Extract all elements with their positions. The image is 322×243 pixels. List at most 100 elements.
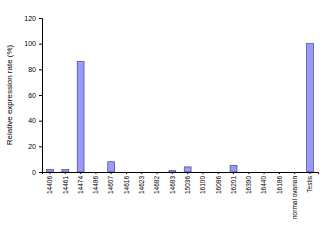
bar	[77, 62, 84, 172]
x-tick-mark	[202, 172, 203, 174]
x-tick-label: 14461	[62, 176, 69, 194]
x-tick-label: 14616	[123, 176, 130, 194]
x-tick-mark	[309, 172, 310, 174]
y-tick: 100	[24, 40, 42, 47]
bar	[230, 166, 237, 172]
y-tick: 0	[32, 169, 42, 176]
x-tick-label: normal ovarian	[291, 176, 298, 219]
bar	[276, 172, 283, 173]
x-tick-mark	[95, 172, 96, 174]
y-tick: 120	[24, 15, 42, 22]
y-axis: 0 20 40 60 80 100 120	[24, 15, 42, 176]
bar	[154, 172, 161, 173]
y-tick-label: 40	[28, 117, 36, 124]
x-tick: 14486	[92, 172, 99, 194]
bar	[215, 172, 222, 173]
y-axis-title: Relative expression rate (%)	[5, 44, 14, 145]
x-tick: 14682	[153, 172, 160, 194]
x-tick: 16100	[199, 172, 206, 194]
x-tick-label: 16086	[215, 176, 222, 194]
x-tick-mark	[111, 172, 112, 174]
x-tick: 14616	[123, 172, 130, 194]
x-tick-mark	[279, 172, 280, 174]
x-tick-label: Testis	[306, 175, 313, 192]
x-tick-mark	[218, 172, 219, 174]
y-tick-label: 100	[24, 40, 36, 47]
y-tick-label: 0	[32, 169, 36, 176]
x-tick-label: 14607	[107, 176, 114, 194]
x-tick-mark	[80, 172, 81, 174]
x-tick: 14683	[169, 172, 176, 194]
x-tick: 14623	[138, 172, 145, 194]
x-tick-mark	[172, 172, 173, 174]
y-tick-mark	[39, 172, 42, 173]
y-tick-mark	[39, 121, 42, 122]
x-tick-mark	[248, 172, 249, 174]
bar	[108, 162, 115, 172]
y-tick: 40	[28, 117, 42, 124]
chart: 0 20 40 60 80 100 120 14406 14461 14474 14486 14607…	[0, 0, 322, 243]
x-tick-label: 14623	[138, 176, 145, 194]
bar	[184, 167, 191, 172]
x-tick-label: 16186	[276, 176, 283, 194]
x-tick-mark	[264, 172, 265, 174]
y-tick-mark	[39, 69, 42, 70]
x-tick-mark	[65, 172, 66, 174]
x-tick-label: 14683	[169, 176, 176, 194]
y-tick-mark	[39, 18, 42, 19]
y-tick-mark	[39, 95, 42, 96]
y-tick: 80	[28, 66, 42, 73]
bar	[307, 44, 314, 172]
x-tick-label: 14486	[92, 176, 99, 194]
x-tick-mark	[141, 172, 142, 174]
y-tick-mark	[39, 146, 42, 147]
x-tick: 14474	[77, 172, 84, 194]
x-tick: 16390	[245, 172, 252, 194]
x-tick: 16186	[276, 172, 283, 194]
bar	[245, 172, 252, 173]
bar	[261, 172, 268, 173]
x-tick-mark	[187, 172, 188, 174]
bar	[291, 172, 298, 173]
x-tick: Testis	[306, 172, 313, 193]
x-tick-label: 16100	[199, 176, 206, 194]
x-tick: 14461	[62, 172, 69, 194]
x-tick-label: 15036	[184, 176, 191, 194]
bar	[138, 172, 145, 173]
x-tick-label: 14682	[153, 176, 160, 194]
y-tick-label: 120	[24, 15, 36, 22]
x-axis: 14406 14461 14474 14486 14607 14616 14623 14682…	[43, 172, 319, 219]
y-tick-mark	[39, 44, 42, 45]
y-axis-line	[39, 19, 43, 173]
x-tick: normal ovarian	[291, 172, 298, 219]
bars	[47, 44, 314, 172]
y-tick-label: 80	[28, 66, 36, 73]
bar	[47, 169, 54, 172]
x-tick-mark	[233, 172, 234, 174]
x-tick: 15036	[184, 172, 191, 194]
bar	[92, 172, 99, 173]
x-tick-label: 14474	[77, 176, 84, 194]
x-tick: 16201	[230, 172, 237, 194]
bar	[62, 169, 69, 172]
x-tick-mark	[294, 172, 295, 174]
x-tick: 16440	[260, 172, 267, 194]
bar	[123, 172, 130, 173]
x-tick-label: 16440	[260, 176, 267, 194]
x-tick-mark	[126, 172, 127, 174]
bar	[199, 172, 206, 173]
x-axis-line	[43, 173, 319, 175]
x-tick-label: 16201	[230, 176, 237, 194]
x-tick: 14406	[46, 172, 53, 194]
x-tick-label: 16390	[245, 176, 252, 194]
x-tick-mark	[50, 172, 51, 174]
x-tick-label: 14406	[46, 176, 53, 194]
x-tick-mark	[157, 172, 158, 174]
x-tick: 16086	[215, 172, 222, 194]
y-tick-label: 20	[28, 143, 36, 150]
y-tick-label: 60	[28, 92, 36, 99]
y-tick: 20	[28, 143, 42, 150]
y-tick: 60	[28, 92, 42, 99]
bar	[169, 171, 176, 172]
plot: 0 20 40 60 80 100 120 14406 14461 14474 14486 14607…	[24, 15, 318, 219]
